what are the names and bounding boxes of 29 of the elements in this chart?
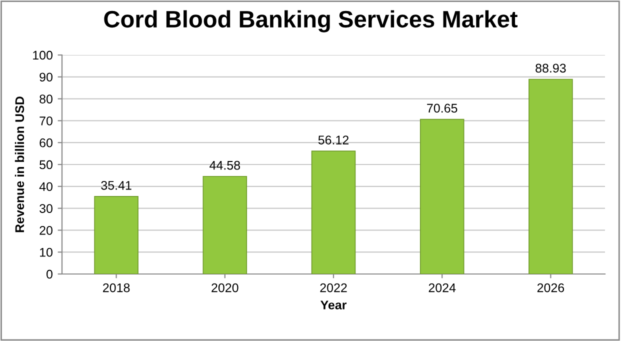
y-tick-label: 0: [46, 270, 52, 279]
bar: [528, 78, 573, 274]
y-axis-title: Revenue in billion USD: [14, 96, 24, 232]
x-tick-label: 2026: [537, 283, 564, 292]
y-tick-label: 80: [40, 94, 52, 104]
bar: [94, 196, 138, 274]
y-tick-label: 30: [40, 204, 52, 213]
data-label: 44.58: [210, 160, 240, 170]
y-tick-label: 100: [33, 50, 52, 60]
x-tick-label: 2018: [103, 283, 130, 292]
y-tick-label: 50: [40, 160, 52, 170]
data-label: 88.93: [536, 64, 566, 73]
y-tick-label: 10: [40, 248, 52, 257]
data-label: 70.65: [427, 104, 458, 113]
y-tick-label: 90: [40, 72, 52, 82]
y-tick-label: 70: [40, 116, 52, 126]
x-tick-label: 2022: [320, 283, 347, 292]
bar: [202, 176, 248, 274]
data-label: 56.12: [318, 136, 349, 144]
bar: [420, 118, 464, 274]
x-axis-title: Year: [320, 300, 347, 310]
data-label: 35.41: [101, 180, 132, 190]
y-tick-label: 20: [40, 226, 52, 235]
x-tick-label: 2020: [212, 283, 238, 292]
bar: [311, 150, 356, 274]
y-tick-label: 60: [40, 138, 52, 148]
y-tick-label: 40: [39, 182, 52, 192]
chart-title: Cord Blood Banking Services Market: [104, 10, 518, 32]
x-tick-label: 2024: [428, 283, 456, 292]
